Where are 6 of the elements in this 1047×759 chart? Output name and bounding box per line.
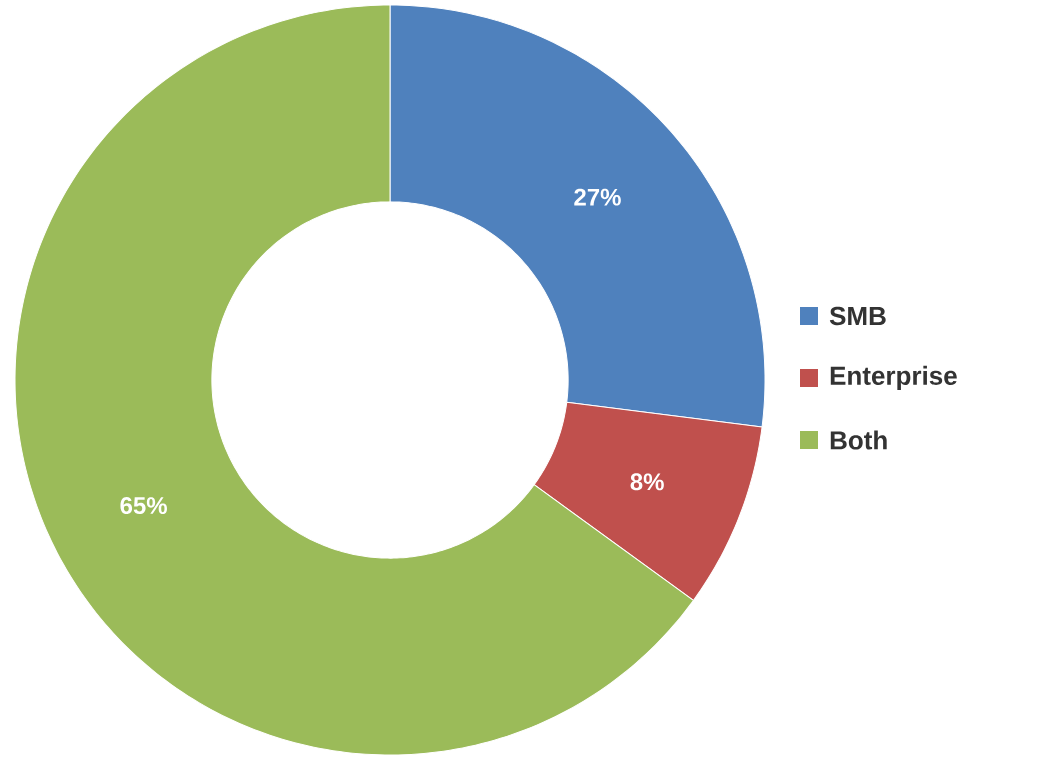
data-label: 65% [120,497,167,515]
legend-label: Both [830,430,887,450]
data-label: 8% [630,473,664,491]
legend-label: Enterprise [830,365,957,391]
legend-label: SMB [829,306,886,326]
data-label: 27% [574,188,621,206]
